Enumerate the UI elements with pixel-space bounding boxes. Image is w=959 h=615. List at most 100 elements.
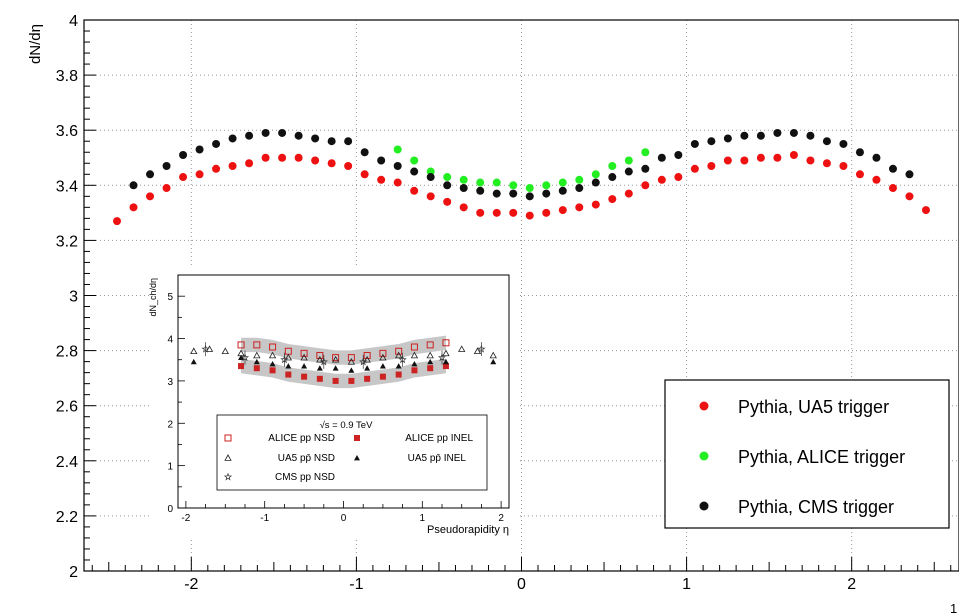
- y-tick-label: 2.6: [56, 399, 78, 416]
- marker-open-triangle: [379, 353, 387, 361]
- data-point: [707, 162, 716, 171]
- inset-x-tick-label: 0: [341, 513, 347, 524]
- x-tick-label: 0: [517, 576, 526, 593]
- marker-filled-triangle: [301, 363, 308, 369]
- marker-open-square: [300, 349, 308, 357]
- data-point: [888, 164, 897, 173]
- data-point: [228, 162, 237, 171]
- inset-x-tick-labels: -2 -1 0 1 2: [181, 513, 504, 524]
- data-point: [723, 134, 732, 143]
- data-point: [162, 162, 171, 171]
- marker-filled-triangle: [354, 455, 360, 461]
- data-point: [377, 156, 386, 165]
- data-point: [839, 139, 848, 148]
- axis-ticks: [84, 19, 952, 572]
- marker-star: [201, 344, 210, 353]
- inset-x-tick-label: 2: [498, 513, 504, 524]
- marker-filled-triangle: [379, 363, 386, 369]
- marker-open-square: [269, 343, 277, 351]
- systematic-band: [241, 335, 446, 365]
- data-point: [707, 137, 716, 146]
- marker-filled-triangle: [285, 363, 292, 369]
- marker-star: [437, 353, 447, 362]
- marker-open-triangle: [347, 358, 356, 365]
- marker-open-triangle: [363, 355, 371, 363]
- data-point: [740, 156, 749, 165]
- data-point: [179, 150, 188, 159]
- marker-filled-triangle: [411, 360, 418, 367]
- data-point: [195, 145, 204, 154]
- inset-y-tick-label: 4: [167, 335, 173, 346]
- data-point: [344, 162, 353, 171]
- inset-y-tick-label: 0: [167, 504, 173, 515]
- data-point: [542, 181, 551, 190]
- inset-y-tick-label: 2: [167, 419, 173, 430]
- data-point: [641, 148, 650, 157]
- data-point: [113, 217, 122, 226]
- marker-filled-square: [269, 367, 276, 374]
- data-point: [146, 170, 155, 179]
- y-tick-label: 3.4: [56, 178, 78, 195]
- data-point: [410, 186, 419, 195]
- data-point: [509, 181, 518, 190]
- data-point: [278, 128, 287, 137]
- data-point: [822, 137, 831, 146]
- data-point: [443, 197, 452, 206]
- marker-open-square: [363, 351, 371, 359]
- data-point: [344, 137, 353, 146]
- inset-legend-label: ALICE pp INEL: [405, 433, 473, 444]
- marker-filled-triangle: [348, 367, 355, 373]
- data-point: [591, 200, 600, 209]
- marker-open-triangle: [410, 351, 419, 359]
- data-point: [773, 128, 782, 137]
- data-point: [410, 167, 419, 176]
- data-point: [179, 173, 188, 182]
- data-point: [459, 175, 468, 184]
- y-tick-label: 3.6: [56, 123, 78, 140]
- data-point: [476, 186, 485, 195]
- x-tick-label: -1: [349, 576, 363, 593]
- data-point: [459, 203, 468, 212]
- marker-filled-square: [316, 375, 323, 382]
- inset-data-series: [190, 339, 497, 384]
- x-tick-labels: -2 -1 0 1 2: [184, 576, 856, 593]
- marker-filled-square: [395, 371, 402, 378]
- marker-star: [223, 472, 233, 481]
- marker-star: [319, 357, 328, 366]
- data-point: [872, 175, 881, 184]
- marker-filled-triangle: [253, 358, 260, 365]
- marker-open-triangle: [284, 353, 293, 361]
- marker-filled-triangle: [332, 365, 339, 371]
- data-point: [806, 156, 815, 165]
- data-point: [228, 134, 237, 143]
- data-point: [575, 175, 584, 184]
- data-series: [113, 128, 930, 226]
- inset-y-tick-labels: 0 1 2 3 4 5: [167, 292, 173, 515]
- y-tick-labels: 2 2.2 2.4 2.6 2.8 3 3.2 3.4 3.6 3.8 4: [56, 13, 78, 581]
- legend-marker: [699, 451, 709, 461]
- data-point: [492, 189, 501, 198]
- marker-filled-square: [379, 373, 386, 380]
- data-point: [360, 148, 369, 157]
- data-point: [624, 156, 633, 165]
- data-point: [624, 189, 633, 198]
- y-tick-label: 3: [69, 289, 78, 306]
- data-point: [591, 178, 600, 187]
- data-point: [426, 192, 435, 201]
- marker-filled-square: [332, 377, 339, 384]
- marker-open-triangle: [224, 454, 232, 461]
- data-point: [410, 156, 419, 165]
- data-point: [476, 178, 485, 187]
- marker-open-square: [332, 354, 340, 362]
- marker-star: [477, 344, 486, 353]
- marker-open-square: [410, 343, 418, 351]
- y-tick-label: 4: [69, 13, 78, 30]
- inset-x-tick-label: 1: [420, 513, 426, 524]
- inset-legend-label: CMS pp NSD: [275, 472, 335, 483]
- y-tick-label: 3.2: [56, 233, 78, 250]
- data-point: [839, 162, 848, 171]
- inset-legend-items: ALICE pp NSD ALICE pp INEL UA5 pp̄ NSD UA5 …: [223, 433, 473, 483]
- marker-open-triangle: [473, 347, 482, 355]
- marker-star: [240, 353, 250, 362]
- marker-open-triangle: [253, 351, 261, 359]
